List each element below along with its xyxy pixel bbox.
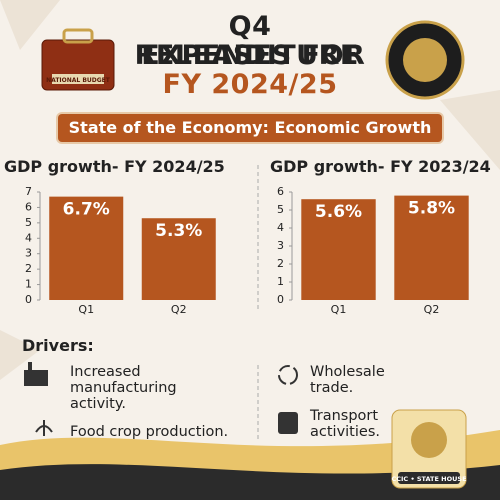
y-tick-label: 4 xyxy=(277,221,284,234)
bar xyxy=(141,218,216,300)
chart-title: GDP growth- FY 2023/24 xyxy=(270,157,491,176)
x-tick-label: Q2 xyxy=(171,303,187,316)
value-label: 5.6% xyxy=(315,202,362,222)
value-label: 5.3% xyxy=(155,221,202,241)
title-line: Q4 EXPENDITURE xyxy=(141,11,359,71)
briefcase-label: NATIONAL BUDGET xyxy=(46,77,111,84)
y-tick-label: 7 xyxy=(25,185,32,198)
chart-title: GDP growth- FY 2024/25 xyxy=(4,157,225,176)
charts: GDP growth- FY 2024/25 0 1 2 3 4 5 6 7 6.7% Q1 5.3%… xyxy=(4,157,491,316)
driver-item: Wholesale trade. xyxy=(310,364,385,396)
driver-item: Food crop production. xyxy=(70,424,229,440)
y-tick-label: 6 xyxy=(25,200,32,213)
y-tick-label: 6 xyxy=(277,185,284,198)
x-tick-label: Q2 xyxy=(424,303,440,316)
title-line: FY 2024/25 xyxy=(162,69,338,100)
title-line: RELEASES FOR xyxy=(134,40,366,71)
y-tick-label: 3 xyxy=(25,247,32,260)
y-tick-label: 4 xyxy=(25,231,32,244)
bar xyxy=(394,195,469,300)
drivers-title: Drivers: xyxy=(22,336,94,355)
value-label: 5.8% xyxy=(408,199,455,219)
x-tick-label: Q1 xyxy=(331,303,347,316)
y-tick-label: 5 xyxy=(25,216,32,229)
y-tick-label: 1 xyxy=(277,275,284,288)
y-tick-label: 3 xyxy=(277,239,284,252)
value-label: 6.7% xyxy=(63,200,110,220)
x-tick-label: Q1 xyxy=(78,303,94,316)
banner: State of the Economy: Economic Growth xyxy=(58,114,442,142)
y-tick-label: 1 xyxy=(25,278,32,291)
y-tick-label: 2 xyxy=(277,257,284,270)
bar xyxy=(49,196,124,300)
y-tick-label: 2 xyxy=(25,262,32,275)
y-tick-label: 0 xyxy=(25,293,32,306)
y-tick-label: 0 xyxy=(277,293,284,306)
bar xyxy=(301,199,376,300)
driver-item: Increased manufacturing activity. xyxy=(70,364,177,412)
footer-badge: CCIC • STATE HOUSE xyxy=(391,475,466,483)
driver-item: Transport activities. xyxy=(310,408,380,440)
y-tick-label: 5 xyxy=(277,203,284,216)
